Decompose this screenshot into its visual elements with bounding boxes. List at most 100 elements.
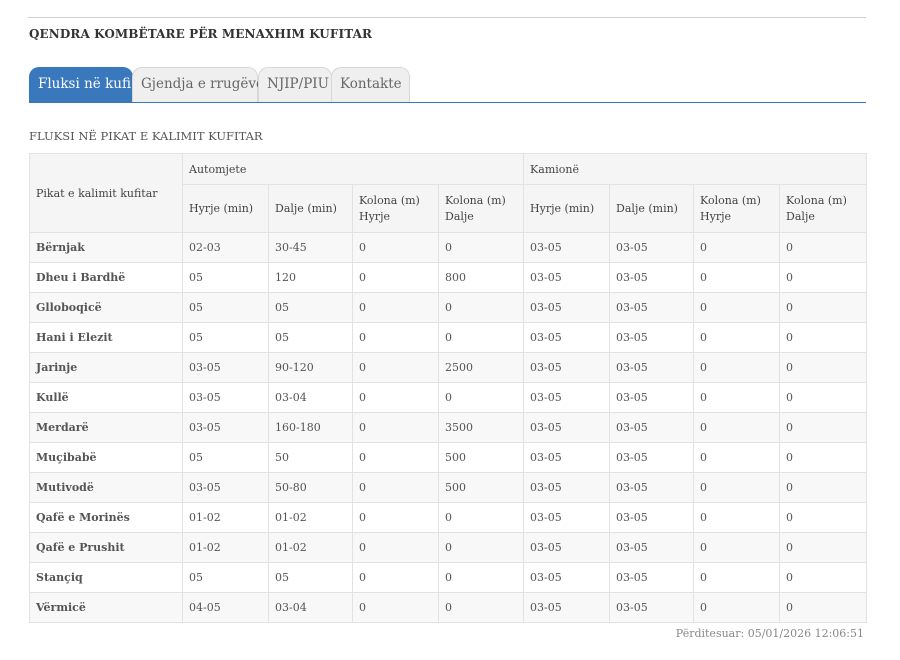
column-group-trucks: Kamionë	[523, 153, 868, 185]
table-cell: 03-05	[523, 532, 611, 563]
table-cell: 03-05	[523, 562, 611, 593]
table-cell: 0	[352, 262, 439, 293]
crossing-point-name: Glloboqicë	[29, 292, 183, 323]
table-row: Kullë 03-05 03-04 0 0 03-05 03-05 0 0	[29, 382, 868, 413]
table-cell: 03-05	[609, 292, 695, 323]
tab-fluksi-ne-kufi[interactable]: Fluksi në kufi	[29, 67, 133, 102]
table-cell: 50	[268, 442, 353, 473]
table-cell: 0	[352, 382, 439, 413]
table-cell: 03-05	[609, 262, 695, 293]
tab-njip-piu[interactable]: NJIP/PIU	[258, 67, 332, 102]
column-header: Dalje (min)	[609, 184, 695, 233]
table-cell: 0	[779, 442, 868, 473]
table-cell: 03-05	[523, 412, 611, 443]
table-cell: 0	[437, 382, 525, 413]
column-header: Kolona (m) Hyrje	[693, 184, 781, 233]
header-row-subcolumns: Hyrje (min) Dalje (min) Kolona (m) Hyrje …	[30, 184, 868, 233]
crossing-point-name: Jarinje	[29, 352, 183, 383]
table-cell: 0	[693, 532, 781, 563]
table-cell: 0	[693, 562, 781, 593]
table-row: Bërnjak 02-03 30-45 0 0 03-05 03-05 0 0	[29, 232, 868, 263]
table-cell: 03-05	[523, 502, 611, 533]
header-row-groups: Pikat e kalimit kufitar Automjete Kamion…	[29, 153, 868, 233]
table-cell: 0	[693, 322, 781, 353]
crossing-point-name: Dheu i Bardhë	[29, 262, 183, 293]
column-header: Dalje (min)	[268, 184, 353, 233]
table-cell: 05	[268, 322, 353, 353]
table-cell: 03-05	[609, 532, 695, 563]
column-header: Kolona (m) Dalje	[437, 184, 525, 233]
table-cell: 120	[268, 262, 353, 293]
table-cell: 04-05	[182, 592, 269, 623]
tab-gjendja-e-rrugeve[interactable]: Gjendja e rrugëve	[132, 67, 264, 102]
table-cell: 0	[779, 502, 868, 533]
page-title: QENDRA KOMBËTARE PËR MENAXHIM KUFITAR	[29, 27, 373, 41]
table-cell: 0	[352, 532, 439, 563]
table-cell: 03-05	[609, 412, 695, 443]
table-cell: 0	[693, 262, 781, 293]
table-cell: 0	[437, 232, 525, 263]
table-cell: 50-80	[268, 472, 353, 503]
table-cell: 0	[779, 232, 868, 263]
crossing-point-name: Qafë e Prushit	[29, 532, 183, 563]
table-cell: 03-05	[523, 322, 611, 353]
table-cell: 0	[693, 382, 781, 413]
table-cell: 01-02	[182, 502, 269, 533]
table-cell: 800	[437, 262, 525, 293]
table-cell: 0	[779, 592, 868, 623]
table-cell: 03-05	[609, 382, 695, 413]
table-cell: 0	[352, 412, 439, 443]
table-cell: 03-05	[523, 232, 611, 263]
table-cell: 0	[693, 502, 781, 533]
table-cell: 2500	[437, 352, 525, 383]
table-cell: 03-05	[523, 472, 611, 503]
table-cell: 0	[437, 532, 525, 563]
crossing-point-name: Merdarë	[29, 412, 183, 443]
border-flux-table: Pikat e kalimit kufitar Automjete Kamion…	[29, 153, 868, 623]
tab-kontakte[interactable]: Kontakte	[331, 67, 410, 102]
table-cell: 03-05	[523, 352, 611, 383]
section-title: FLUKSI NË PIKAT E KALIMIT KUFITAR	[29, 129, 263, 143]
table-cell: 0	[779, 322, 868, 353]
table-cell: 03-05	[182, 352, 269, 383]
table-cell: 05	[182, 262, 269, 293]
table-cell: 01-02	[182, 532, 269, 563]
table-cell: 03-05	[182, 382, 269, 413]
table-cell: 05	[268, 562, 353, 593]
table-cell: 03-05	[609, 442, 695, 473]
table-cell: 05	[268, 292, 353, 323]
table-cell: 500	[437, 442, 525, 473]
column-header-crossing-point: Pikat e kalimit kufitar	[29, 153, 183, 233]
table-cell: 05	[182, 442, 269, 473]
table-row: Dheu i Bardhë 05 120 0 800 03-05 03-05 0 0	[29, 262, 868, 293]
table-body: Bërnjak 02-03 30-45 0 0 03-05 03-05 0 0 Dheu i Ba…	[29, 232, 868, 623]
table-cell: 500	[437, 472, 525, 503]
table-cell: 0	[693, 412, 781, 443]
crossing-point-name: Hani i Elezit	[29, 322, 183, 353]
table-cell: 03-05	[609, 502, 695, 533]
table-cell: 03-04	[268, 592, 353, 623]
table-cell: 0	[779, 262, 868, 293]
table-cell: 0	[779, 562, 868, 593]
table-cell: 03-05	[609, 592, 695, 623]
table-cell: 03-05	[609, 562, 695, 593]
table-cell: 0	[352, 322, 439, 353]
table-cell: 0	[779, 412, 868, 443]
table-cell: 03-05	[523, 592, 611, 623]
table-cell: 0	[779, 292, 868, 323]
table-cell: 160-180	[268, 412, 353, 443]
table-cell: 0	[352, 442, 439, 473]
table-cell: 0	[693, 232, 781, 263]
table-cell: 0	[779, 472, 868, 503]
table-cell: 03-05	[523, 262, 611, 293]
table-cell: 0	[437, 562, 525, 593]
table-cell: 05	[182, 562, 269, 593]
column-header: Kolona (m) Hyrje	[352, 184, 439, 233]
table-cell: 0	[352, 292, 439, 323]
crossing-point-name: Vërmicë	[29, 592, 183, 623]
table-row: Qafë e Prushit 01-02 01-02 0 0 03-05 03-05 0 0	[29, 532, 868, 563]
table-cell: 05	[182, 292, 269, 323]
table-cell: 05	[182, 322, 269, 353]
crossing-point-name: Qafë e Morinës	[29, 502, 183, 533]
